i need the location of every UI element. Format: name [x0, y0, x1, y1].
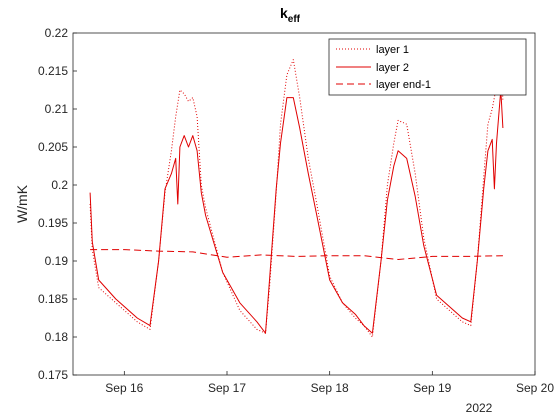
chart-title: keff	[280, 5, 301, 25]
y-tick-label: 0.18	[45, 330, 69, 344]
y-tick-label: 0.205	[38, 140, 68, 154]
y-tick-label: 0.185	[38, 292, 68, 306]
x-tick-label: Sep 20	[516, 381, 554, 395]
legend-label-layer-1: layer 1	[376, 44, 409, 56]
y-tick-label: 0.22	[45, 26, 69, 40]
x-tick-label: Sep 19	[413, 381, 451, 395]
x-axis-ticks: Sep 16 Sep 17 Sep 18 Sep 19 Sep 20	[105, 371, 554, 395]
y-tick-label: 0.19	[45, 254, 69, 268]
series-lines	[89, 47, 504, 338]
legend: layer 1 layer 2 layer end-1	[328, 38, 527, 96]
x-tick-label: Sep 18	[311, 381, 349, 395]
chart-title-main: k	[280, 5, 288, 21]
series-line-layer-2	[89, 89, 504, 334]
series-line-layer-1	[89, 47, 504, 338]
x-tick-label: Sep 16	[105, 381, 143, 395]
y-axis-ticks: 0.175 0.18 0.185 0.19 0.195 0.2 0.205 0.21 0.215…	[38, 26, 77, 382]
y-axis-label: W/mK	[14, 184, 30, 223]
y-tick-label: 0.21	[45, 102, 69, 116]
axes-box	[72, 32, 536, 376]
y-tick-label: 0.175	[38, 368, 68, 382]
y-tick-label: 0.215	[38, 64, 68, 78]
y-tick-label: 0.2	[51, 178, 68, 192]
legend-label-layer-2: layer 2	[376, 62, 409, 74]
series-line-layer-end-1	[90, 249, 503, 260]
x-axis-secondary-label: 2022	[466, 401, 493, 415]
chart-title-subscript: eff	[288, 14, 301, 25]
y-tick-label: 0.195	[38, 216, 68, 230]
x-tick-label: Sep 17	[208, 381, 246, 395]
legend-label-layer-end-1: layer end-1	[376, 79, 431, 91]
